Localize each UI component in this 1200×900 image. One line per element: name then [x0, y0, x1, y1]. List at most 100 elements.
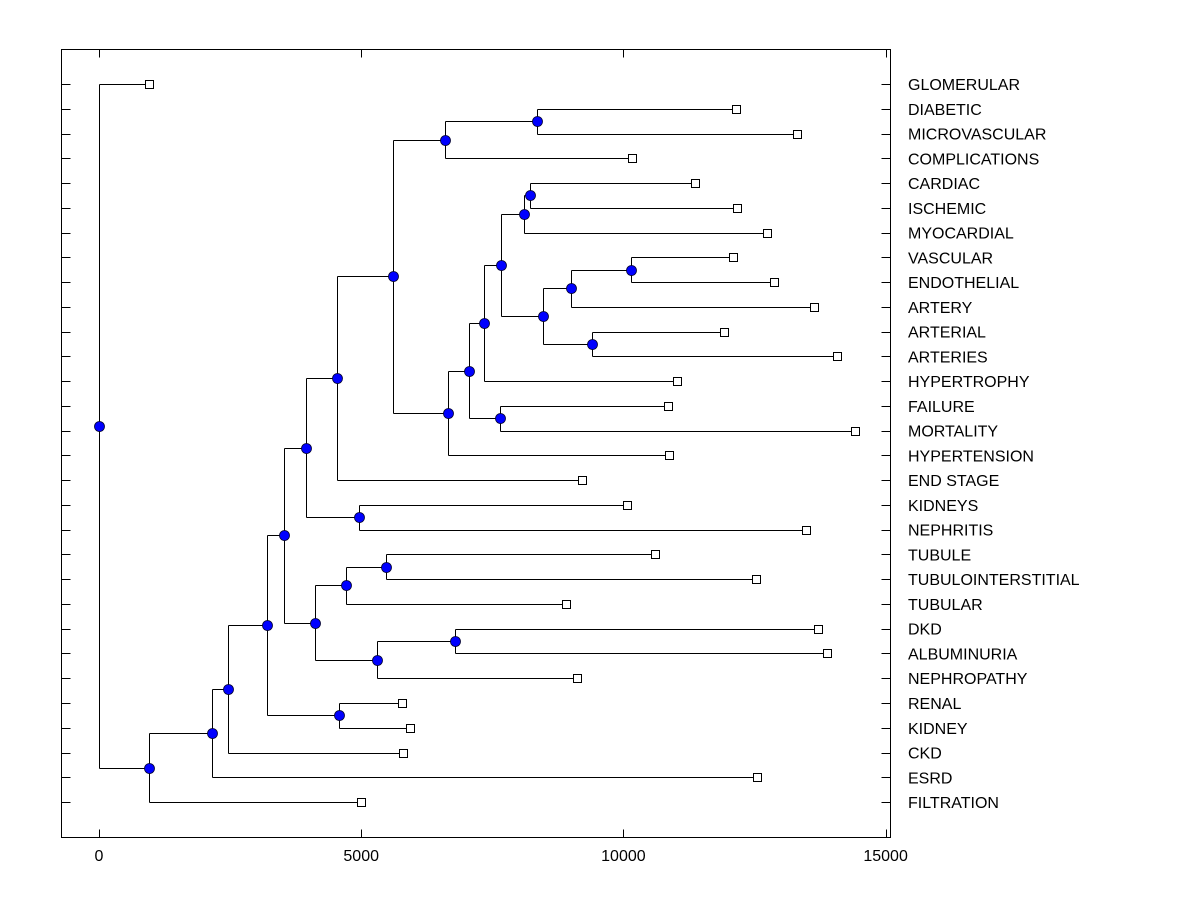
node-marker: [626, 265, 637, 276]
leaf-marker: [720, 328, 729, 337]
leaf-marker: [573, 674, 582, 683]
leaf-label-kidneys: KIDNEYS: [908, 498, 978, 515]
node-marker: [388, 271, 399, 282]
node-marker: [94, 421, 105, 432]
leaf-marker: [823, 649, 832, 658]
leaf-label-artery: ARTERY: [908, 300, 973, 317]
leaf-marker: [851, 427, 860, 436]
leaf-label-arteries: ARTERIES: [908, 349, 988, 366]
leaf-marker: [651, 550, 660, 559]
leaf-label-diabetic: DIABETIC: [908, 102, 982, 119]
leaf-marker: [665, 451, 674, 460]
leaf-label-albuminuria: ALBUMINURIA: [908, 646, 1018, 663]
leaf-marker: [763, 229, 772, 238]
leaf-marker: [398, 699, 407, 708]
node-marker: [310, 618, 321, 629]
leaf-label-failure: FAILURE: [908, 399, 975, 416]
leaf-marker: [753, 773, 762, 782]
node-marker: [566, 283, 577, 294]
leaf-marker: [802, 526, 811, 535]
node-marker: [207, 728, 218, 739]
leaf-marker: [562, 600, 571, 609]
leaf-label-tubule: TUBULE: [908, 547, 971, 564]
node-marker: [262, 620, 273, 631]
leaf-label-nephritis: NEPHRITIS: [908, 523, 993, 540]
y-axis-ticks: [61, 84, 891, 803]
leaf-marker: [623, 501, 632, 510]
node-marker: [538, 311, 549, 322]
leaf-marker: [752, 575, 761, 584]
leaf-marker: [729, 253, 738, 262]
node-marker: [587, 339, 598, 350]
node-marker: [496, 260, 507, 271]
leaf-marker: [691, 179, 700, 188]
node-marker: [525, 190, 536, 201]
leaf-marker: [664, 402, 673, 411]
leaf-marker: [793, 130, 802, 139]
node-marker: [144, 763, 155, 774]
leaf-marker: [399, 749, 408, 758]
leaf-marker: [628, 154, 637, 163]
x-tick-label: 15000: [863, 848, 908, 865]
node-marker: [532, 116, 543, 127]
x-tick-label: 0: [95, 848, 104, 865]
node-marker: [443, 408, 454, 419]
leaf-label-arterial: ARTERIAL: [908, 325, 986, 342]
leaf-marker: [673, 377, 682, 386]
node-marker: [279, 530, 290, 541]
node-marker: [372, 655, 383, 666]
leaf-label-endothelial: ENDOTHELIAL: [908, 275, 1019, 292]
x-tick-label: 5000: [343, 848, 379, 865]
node-marker: [223, 684, 234, 695]
leaf-label-esrd: ESRD: [908, 770, 952, 787]
leaf-marker: [810, 303, 819, 312]
node-marker: [334, 710, 345, 721]
leaf-label-tubular: TUBULAR: [908, 597, 983, 614]
leaf-label-hypertrophy: HYPERTROPHY: [908, 374, 1030, 391]
leaf-label-vascular: VASCULAR: [908, 250, 993, 267]
leaf-marker: [406, 724, 415, 733]
leaf-labels: GLOMERULAR DIABETIC MICROVASCULAR COMPLICAT…: [908, 77, 1080, 812]
leaf-label-end-stage: END STAGE: [908, 473, 999, 490]
leaf-label-glomerular: GLOMERULAR: [908, 77, 1020, 94]
leaf-marker: [733, 204, 742, 213]
leaf-label-dkd: DKD: [908, 622, 942, 639]
leaf-label-tubulointerstitial: TUBULOINTERSTITIAL: [908, 572, 1080, 589]
node-marker: [354, 512, 365, 523]
leaf-label-complications: COMPLICATIONS: [908, 151, 1039, 168]
leaf-label-filtration: FILTRATION: [908, 795, 999, 812]
node-marker: [332, 373, 343, 384]
leaf-marker: [833, 352, 842, 361]
leaf-label-microvascular: MICROVASCULAR: [908, 127, 1046, 144]
leaf-label-hypertension: HYPERTENSION: [908, 448, 1034, 465]
node-marker: [440, 135, 451, 146]
leaf-marker: [357, 798, 366, 807]
leaf-marker: [578, 476, 587, 485]
internal-node-markers: [94, 116, 637, 774]
leaf-label-ischemic: ISCHEMIC: [908, 201, 986, 218]
node-marker: [381, 562, 392, 573]
node-marker: [464, 366, 475, 377]
leaf-label-myocardial: MYOCARDIAL: [908, 226, 1014, 243]
leaf-label-mortality: MORTALITY: [908, 424, 998, 441]
leaf-marker: [770, 278, 779, 287]
leaf-label-nephropathy: NEPHROPATHY: [908, 671, 1028, 688]
dendrogram-edges: [99, 84, 856, 803]
x-tick-label: 10000: [601, 848, 646, 865]
plot-frame: [61, 49, 891, 838]
leaf-label-ckd: CKD: [908, 746, 942, 763]
leaf-label-cardiac: CARDIAC: [908, 176, 980, 193]
node-marker: [301, 443, 312, 454]
node-marker: [479, 318, 490, 329]
x-axis: 0 5000 10000 15000: [95, 49, 908, 865]
node-marker: [495, 413, 506, 424]
leaf-marker: [732, 105, 741, 114]
leaf-marker: [814, 625, 823, 634]
node-marker: [450, 636, 461, 647]
node-marker: [519, 209, 530, 220]
leaf-markers: [145, 80, 860, 807]
leaf-marker: [145, 80, 154, 89]
leaf-label-renal: RENAL: [908, 696, 961, 713]
leaf-label-kidney: KIDNEY: [908, 721, 968, 738]
